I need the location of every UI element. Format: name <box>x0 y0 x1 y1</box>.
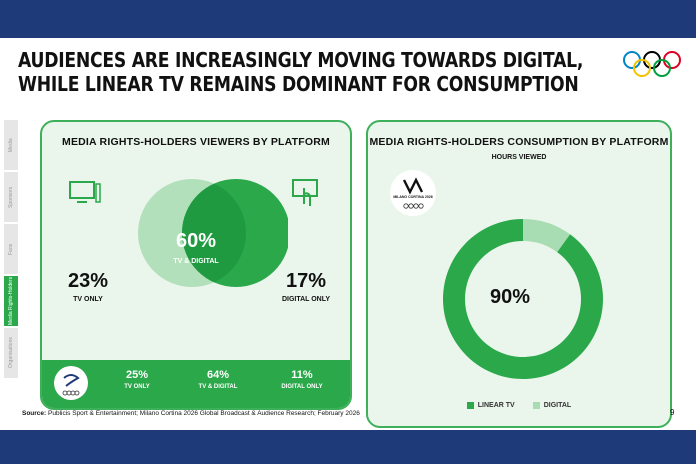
consumption-panel: MEDIA RIGHTS-HOLDERS CONSUMPTION BY PLAT… <box>366 120 672 428</box>
digital-only-value: 17% <box>285 270 327 292</box>
touchscreen-icon <box>292 179 318 206</box>
band-tv-only-value: 25% <box>125 369 149 381</box>
donut-legend: LINEAR TV DIGITAL <box>368 402 670 409</box>
legend-item-digital: DIGITAL <box>532 402 572 409</box>
both-label: TV & DIGITAL <box>173 258 219 265</box>
tv-only-value: 23% <box>67 270 109 292</box>
legend-item-linear-tv: LINEAR TV <box>466 402 515 409</box>
venn-overlap <box>182 179 246 287</box>
title-line-1: AUDIENCES ARE INCREASINGLY MOVING TOWARD… <box>18 48 584 72</box>
beijing-logo-icon <box>54 366 88 400</box>
venn-diagram <box>138 179 288 287</box>
side-tabs: Media Sponsors Fans Media Rights-Holders… <box>4 120 18 380</box>
consumption-panel-title: MEDIA RIGHTS-HOLDERS CONSUMPTION BY PLAT… <box>369 136 669 148</box>
legend-label-digital: DIGITAL <box>543 402 572 409</box>
consumption-panel-subtitle: HOURS VIEWED <box>491 154 547 161</box>
band-tv-only-label: TV ONLY <box>124 384 150 390</box>
side-tab-organisations[interactable]: Organisations <box>4 328 18 378</box>
consumption-donut-chart <box>443 219 603 379</box>
digital-only-label: DIGITAL ONLY <box>281 296 331 303</box>
side-tab-sponsors[interactable]: Sponsors <box>4 172 18 222</box>
tv-icon <box>69 181 101 203</box>
tv-only-label: TV ONLY <box>73 296 103 303</box>
viewers-panel: MEDIA RIGHTS-HOLDERS VIEWERS BY PLATFORM… <box>40 120 352 410</box>
source-note: Source: Publicis Sport & Entertainment; … <box>22 410 360 417</box>
milano-cortina-logo-text: MILANO CORTINA 2026 <box>393 195 433 199</box>
legend-swatch-linear-tv <box>466 402 474 409</box>
page-number: 9 <box>670 408 675 417</box>
olympic-rings-icon <box>623 51 681 77</box>
slide: AUDIENCES ARE INCREASINGLY MOVING TOWARD… <box>0 38 696 430</box>
legend-swatch-digital <box>532 402 540 409</box>
band-digital-only-value: 11% <box>291 369 313 381</box>
page-title: AUDIENCES ARE INCREASINGLY MOVING TOWARD… <box>18 48 584 96</box>
legend-label-linear-tv: LINEAR TV <box>477 402 515 409</box>
side-tab-media[interactable]: Media <box>4 120 18 170</box>
both-value: 60% <box>175 230 217 252</box>
donut-slice-digital <box>523 219 571 253</box>
band-both-label: TV & DIGITAL <box>198 384 238 390</box>
donut-center-value: 90% <box>490 286 531 308</box>
source-label: Source: <box>22 410 47 417</box>
comparison-band: 25% TV ONLY 64% TV & DIGITAL 11% DIGITAL… <box>42 360 350 408</box>
side-tab-fans[interactable]: Fans <box>4 224 18 274</box>
source-text: Publicis Sport & Entertainment; Milano C… <box>48 410 360 417</box>
title-line-2: WHILE LINEAR TV REMAINS DOMINANT FOR CON… <box>18 72 579 96</box>
milano-cortina-logo-icon: MILANO CORTINA 2026 <box>390 170 436 216</box>
viewers-panel-title: MEDIA RIGHTS-HOLDERS VIEWERS BY PLATFORM <box>62 136 330 148</box>
band-both-value: 64% <box>206 369 230 381</box>
side-tab-media-rights-holders[interactable]: Media Rights-Holders <box>4 276 18 326</box>
band-digital-only-label: DIGITAL ONLY <box>281 384 323 390</box>
